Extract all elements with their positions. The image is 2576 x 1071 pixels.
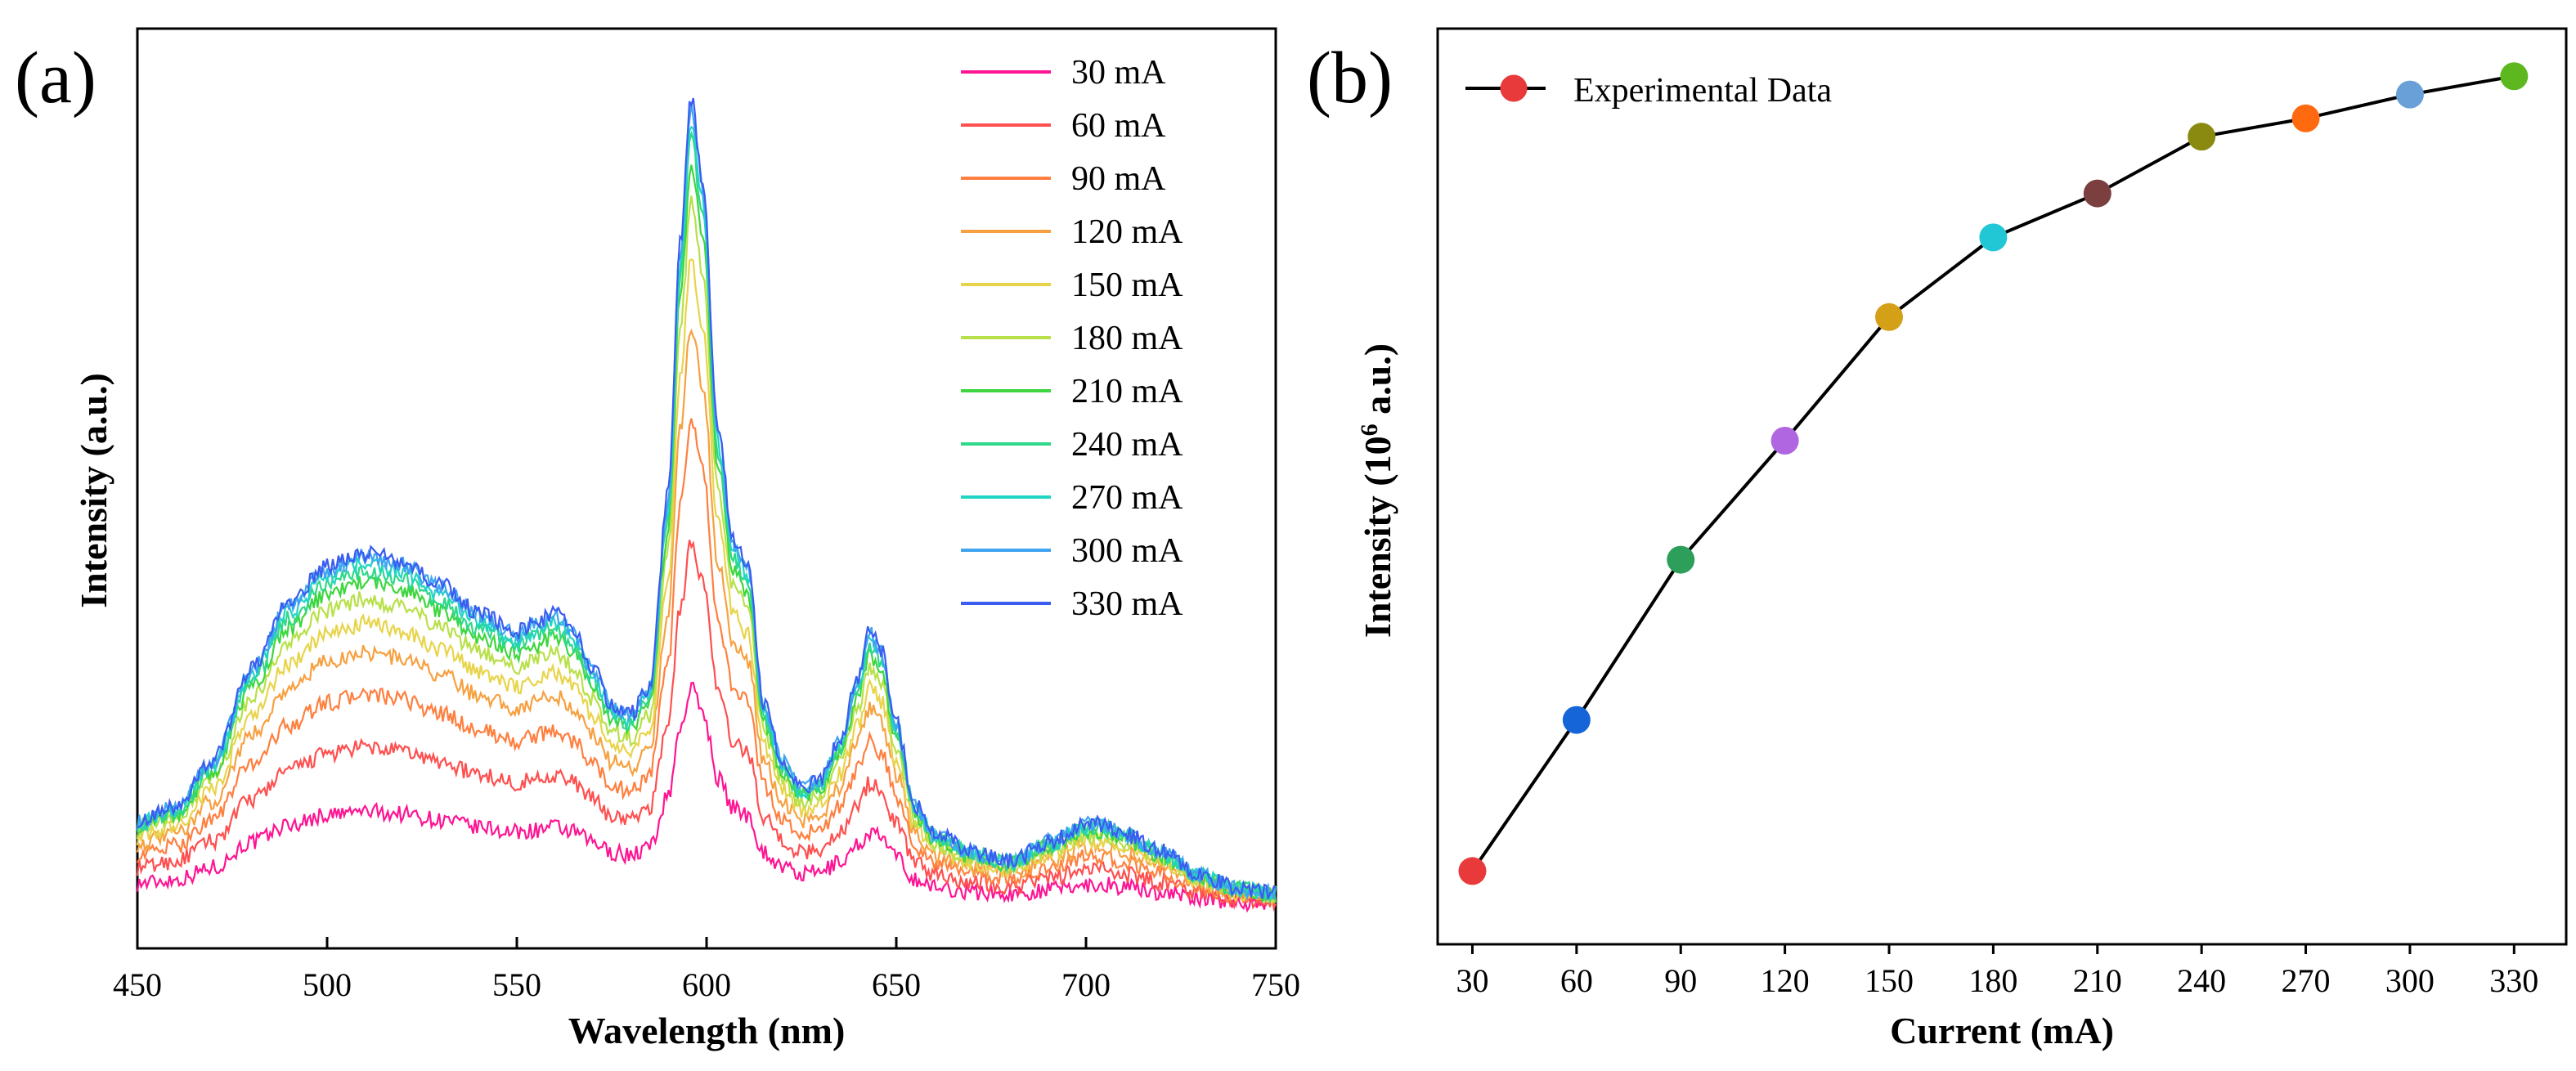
spectrum-curve-120-mA	[136, 328, 1277, 906]
data-point-30mA	[1458, 857, 1487, 885]
spectrum-x-tick-label: 450	[113, 966, 162, 1003]
intensity-x-tick-label: 300	[2385, 962, 2435, 999]
intensity-x-tick-label: 270	[2282, 962, 2331, 999]
legend-entry-label: 150 mA	[1071, 267, 1183, 304]
intensity-legend: Experimental Data	[1465, 72, 1832, 110]
legend-entry-label: 240 mA	[1071, 426, 1183, 464]
intensity-plot-frame	[1436, 27, 2568, 946]
spectrum-y-axis-title: Intensity (a.u.)	[73, 373, 114, 608]
legend-entry-label: 180 mA	[1071, 320, 1183, 357]
legend-entry-label: 270 mA	[1071, 479, 1183, 517]
intensity-x-tick-label: 60	[1560, 962, 1593, 999]
intensity-connecting-line	[1470, 74, 2515, 872]
legend-entry-label: 300 mA	[1071, 532, 1183, 570]
intensity-x-tick-label: 210	[2073, 962, 2122, 999]
spectrum-curves	[136, 97, 1277, 913]
data-point-60mA	[1562, 706, 1591, 734]
spectrum-curve-60-mA	[136, 540, 1277, 912]
spectrum-x-tick-label: 600	[682, 966, 731, 1003]
intensity-y-axis-title-end: a.u.)	[1357, 343, 1398, 423]
intensity-x-tick-label: 330	[2489, 962, 2538, 999]
legend-entry-label: 60 mA	[1071, 107, 1166, 145]
data-point-150mA	[1875, 302, 1903, 331]
spectrum-x-ticks: 450 500 550 600 650 700 750	[113, 937, 1300, 1003]
intensity-x-tick-label: 180	[1968, 962, 2017, 999]
legend-entry-label: 90 mA	[1071, 160, 1166, 198]
data-point-180mA	[1979, 223, 2008, 252]
data-point-210mA	[2083, 179, 2112, 208]
spectrum-x-tick-label: 650	[872, 966, 921, 1003]
intensity-x-tick-label: 120	[1761, 962, 1810, 999]
panel-b-label: (b)	[1307, 38, 1393, 119]
legend-label: Experimental Data	[1573, 72, 1832, 110]
spectrum-curve-90-mA	[137, 418, 1277, 904]
intensity-y-axis-title: Intensity (106 a.u.)	[1356, 343, 1399, 638]
intensity-plot: 30 60 90 120 150 180 210 240 270 300 330 Experimen…	[1436, 27, 2568, 999]
data-point-300mA	[2395, 80, 2424, 109]
legend-entry-label: 30 mA	[1071, 54, 1166, 92]
legend-entry-label: 330 mA	[1071, 585, 1183, 623]
intensity-x-ticks: 30 60 90 120 150 180 210 240 270 300 330	[1456, 944, 2538, 999]
spectrum-curve-270-mA	[136, 125, 1277, 901]
spectrum-plot: 450 500 550 600 650 700 750 30 mA 60 mA 90 mA 120…	[113, 27, 1300, 1003]
data-point-270mA	[2291, 104, 2320, 132]
spectrum-x-tick-label: 700	[1061, 966, 1111, 1003]
spectrum-legend: 30 mA 60 mA 90 mA 120 mA 150 mA 180 mA 210 mA 2…	[961, 54, 1183, 623]
spectrum-curve-330-mA	[137, 97, 1277, 900]
spectrum-curve-30-mA	[136, 681, 1277, 913]
spectrum-x-tick-label: 500	[303, 966, 352, 1003]
data-point-120mA	[1770, 427, 1799, 455]
spectrum-x-axis-title: Wavelength (nm)	[568, 1010, 846, 1051]
intensity-x-tick-label: 90	[1664, 962, 1697, 999]
data-point-330mA	[2500, 62, 2529, 91]
intensity-y-axis-title-start: Intensity (10	[1357, 436, 1398, 638]
intensity-points	[1458, 62, 2529, 885]
data-point-90mA	[1667, 545, 1695, 574]
spectrum-x-tick-label: 750	[1251, 966, 1300, 1003]
legend-entry-label: 120 mA	[1071, 213, 1183, 251]
legend-entry-label: 210 mA	[1071, 373, 1183, 410]
spectrum-x-tick-label: 550	[492, 966, 541, 1003]
legend-marker	[1500, 74, 1528, 102]
intensity-y-axis-title-superscript: 6	[1356, 423, 1383, 436]
intensity-x-tick-label: 240	[2177, 962, 2226, 999]
intensity-x-tick-label: 150	[1865, 962, 1914, 999]
data-point-240mA	[2188, 123, 2216, 151]
intensity-x-tick-label: 30	[1456, 962, 1488, 999]
intensity-x-axis-title: Current (mA)	[1890, 1010, 2114, 1051]
panel-a-label: (a)	[15, 38, 96, 119]
intensity-line	[1470, 74, 2515, 872]
